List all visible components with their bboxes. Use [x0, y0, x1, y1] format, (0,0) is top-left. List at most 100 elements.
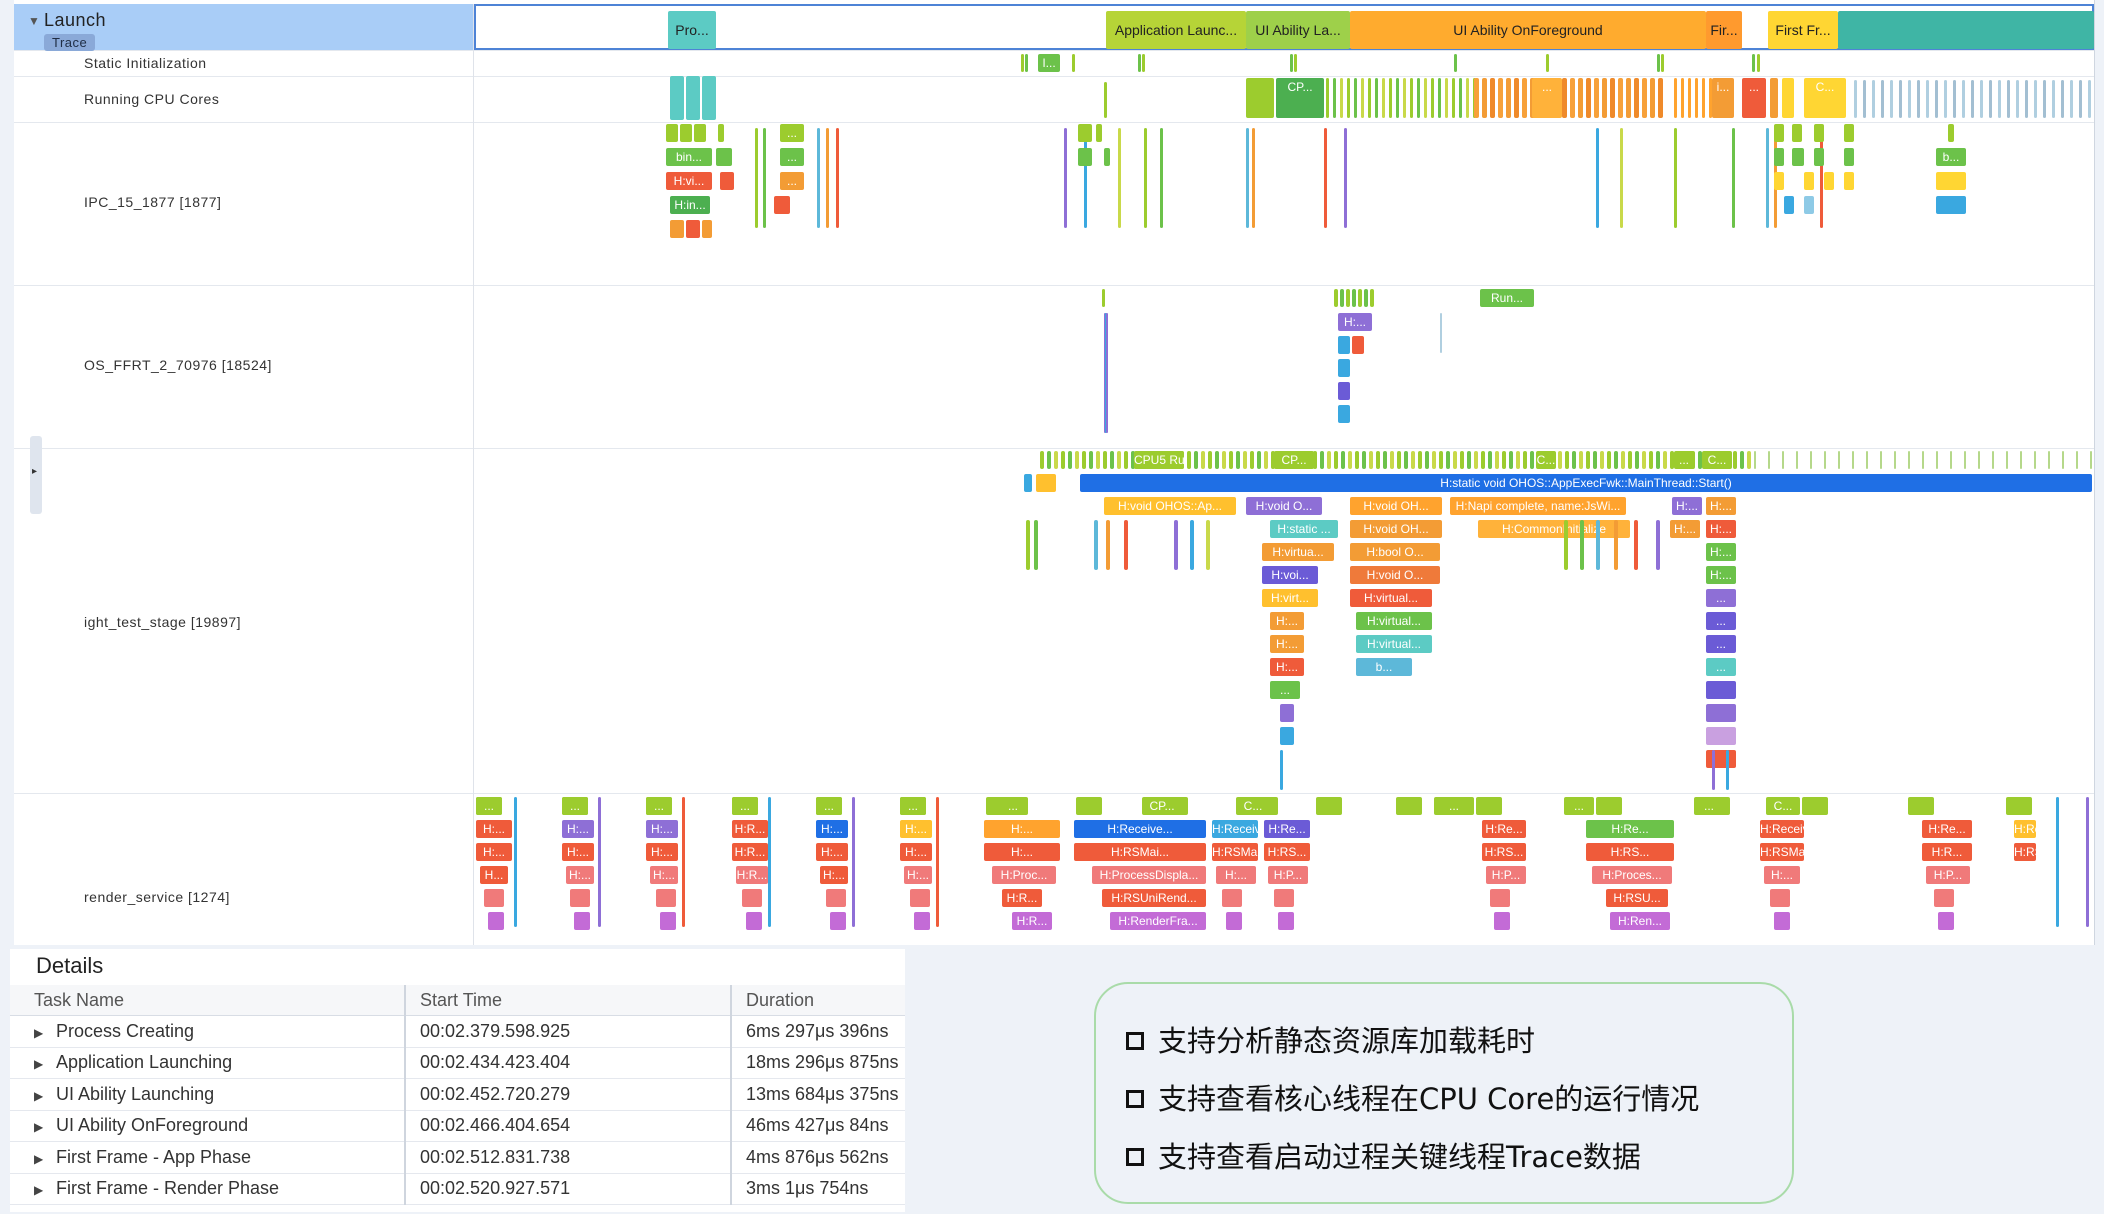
trace-tick[interactable]: [1740, 451, 1744, 469]
trace-slice[interactable]: H:Receive...: [1074, 820, 1206, 838]
trace-tick[interactable]: [1989, 80, 1992, 118]
trace-tick[interactable]: [1047, 451, 1051, 469]
trace-tick[interactable]: [1614, 451, 1618, 469]
trace-slice[interactable]: H:...: [904, 866, 932, 884]
trace-tick[interactable]: [1124, 451, 1128, 469]
launch-phase-segment[interactable]: First Fr...: [1768, 11, 1838, 49]
trace-tick[interactable]: [1313, 451, 1317, 469]
trace-tick[interactable]: [763, 128, 766, 228]
trace-slice[interactable]: [574, 912, 590, 930]
trace-tick[interactable]: [1334, 451, 1338, 469]
trace-tick[interactable]: [1064, 128, 1067, 228]
trace-tick[interactable]: [1516, 451, 1520, 469]
trace-tick[interactable]: [1852, 451, 1854, 469]
trace-slice[interactable]: [1078, 148, 1092, 166]
trace-tick[interactable]: [1438, 78, 1441, 118]
trace-slice[interactable]: H:...: [650, 866, 678, 884]
trace-slice[interactable]: ...: [732, 797, 758, 815]
trace-tick[interactable]: [1992, 451, 1994, 469]
trace-slice[interactable]: H:...: [476, 820, 512, 838]
trace-slice[interactable]: [656, 889, 676, 907]
trace-slice[interactable]: [1246, 78, 1274, 118]
trace-tick[interactable]: [1944, 80, 1947, 118]
trace-tick[interactable]: [1369, 451, 1373, 469]
trace-slice[interactable]: [1770, 78, 1778, 118]
trace-tick[interactable]: [1445, 78, 1448, 118]
trace-tick[interactable]: [1964, 451, 1966, 469]
trace-tick[interactable]: [1418, 451, 1422, 469]
trace-tick[interactable]: [1327, 451, 1331, 469]
trace-tick[interactable]: [2034, 451, 2036, 469]
trace-tick[interactable]: [1596, 128, 1599, 228]
details-row[interactable]: ▶ UI Ability OnForeground 00:02.466.404.65…: [10, 1110, 905, 1142]
trace-tick[interactable]: [1410, 78, 1413, 118]
trace-tick[interactable]: [1908, 451, 1910, 469]
trace-tick[interactable]: [1866, 451, 1868, 469]
trace-tick[interactable]: [1187, 451, 1191, 469]
trace-tick[interactable]: [2007, 80, 2010, 118]
trace-tick[interactable]: [1246, 128, 1249, 228]
trace-tick[interactable]: [1229, 451, 1233, 469]
trace-tick[interactable]: [1250, 451, 1254, 469]
trace-tick[interactable]: [1530, 451, 1534, 469]
trace-slice[interactable]: [1802, 797, 1828, 815]
trace-tick[interactable]: [1578, 78, 1583, 118]
trace-slice[interactable]: [1782, 78, 1794, 118]
trace-tick[interactable]: [2056, 797, 2059, 927]
trace-tick[interactable]: [1917, 80, 1920, 118]
launch-phase-segment[interactable]: [1838, 11, 2094, 49]
task-name-cell[interactable]: ▶ First Frame - Render Phase: [10, 1173, 405, 1205]
trace-tick[interactable]: [1294, 54, 1297, 72]
trace-slice[interactable]: H:voi...: [1262, 566, 1318, 584]
trace-tick[interactable]: [1390, 451, 1394, 469]
trace-tick[interactable]: [1106, 313, 1108, 433]
trace-tick[interactable]: [1649, 451, 1653, 469]
details-row[interactable]: ▶ Process Creating 00:02.379.598.925 6ms 29…: [10, 1015, 905, 1048]
trace-tick[interactable]: [1280, 750, 1283, 790]
expand-row-icon[interactable]: ▶: [34, 1088, 44, 1103]
trace-slice[interactable]: H:...: [1706, 566, 1736, 584]
trace-tick[interactable]: [1586, 78, 1591, 118]
trace-slice[interactable]: H:...: [900, 843, 932, 861]
trace-tick[interactable]: [1084, 128, 1087, 228]
trace-slice[interactable]: H:ReceiveV...: [1760, 820, 1804, 838]
trace-slice[interactable]: H:RS...: [1264, 843, 1310, 861]
trace-tick[interactable]: [1096, 451, 1100, 469]
trace-tick[interactable]: [1614, 520, 1618, 570]
trace-slice[interactable]: ...: [1706, 589, 1736, 607]
trace-tick[interactable]: [1998, 80, 2001, 118]
trace-slice[interactable]: H:void O...: [1350, 566, 1440, 584]
trace-tick[interactable]: [1397, 451, 1401, 469]
trace-tick[interactable]: [1953, 80, 1956, 118]
launch-phase-segment[interactable]: Application Launc...: [1106, 11, 1246, 49]
trace-slice[interactable]: H:virt...: [1262, 589, 1318, 607]
trace-tick[interactable]: [1326, 78, 1329, 118]
trace-tick[interactable]: [1355, 451, 1359, 469]
trace-tick[interactable]: [1474, 451, 1478, 469]
trace-slice[interactable]: [1274, 889, 1294, 907]
trace-slice[interactable]: ...: [1674, 451, 1694, 469]
trace-slice[interactable]: H:Re...: [1264, 820, 1310, 838]
trace-tick[interactable]: [1602, 78, 1607, 118]
trace-slice[interactable]: [1706, 681, 1736, 699]
trace-slice[interactable]: [742, 889, 762, 907]
collapse-icon[interactable]: ▼: [28, 14, 41, 28]
trace-tick[interactable]: [1243, 451, 1247, 469]
trace-tick[interactable]: [1502, 451, 1506, 469]
trace-slice[interactable]: CPU5 Ru...: [1134, 451, 1184, 469]
trace-slice[interactable]: H...: [480, 866, 508, 884]
column-header-start-time[interactable]: Start Time: [404, 985, 731, 1016]
trace-tick[interactable]: [1142, 54, 1145, 72]
trace-tick[interactable]: [1570, 78, 1575, 118]
trace-slice[interactable]: ...: [816, 797, 842, 815]
trace-slice[interactable]: H:RS...: [1586, 843, 1674, 861]
trace-tick[interactable]: [1899, 80, 1902, 118]
trace-slice[interactable]: [702, 220, 712, 238]
trace-tick[interactable]: [1453, 451, 1457, 469]
trace-tick[interactable]: [1796, 451, 1798, 469]
trace-tick[interactable]: [1766, 128, 1769, 228]
trace-tick[interactable]: [1634, 78, 1639, 118]
expand-row-icon[interactable]: ▶: [34, 1025, 44, 1040]
trace-tick[interactable]: [1922, 451, 1924, 469]
trace-tick[interactable]: [1936, 451, 1938, 469]
